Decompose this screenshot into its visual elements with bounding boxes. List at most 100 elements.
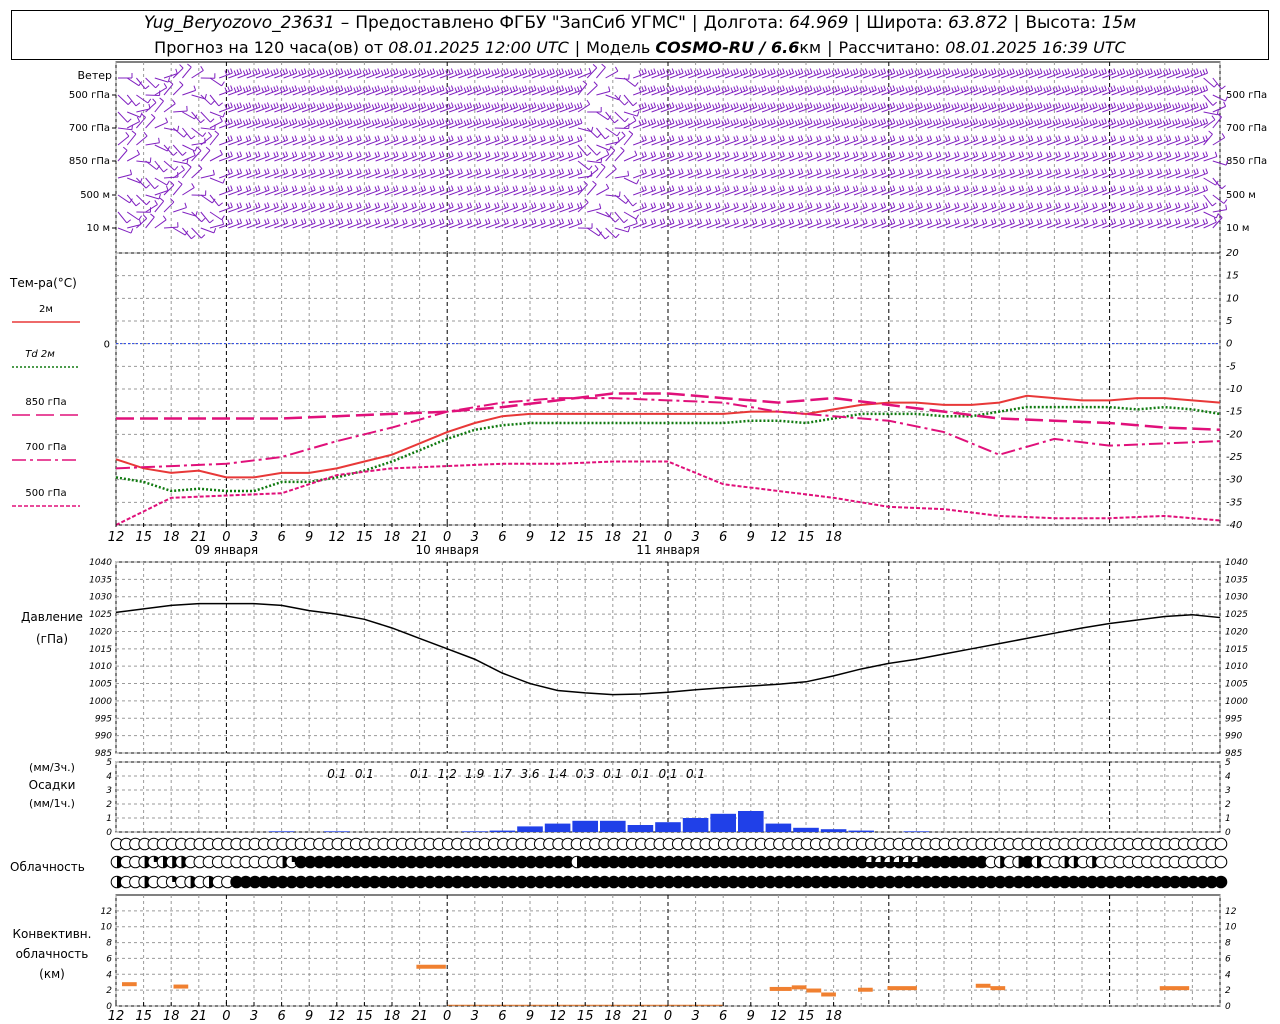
wind-barb-flag [346,203,350,209]
wind-barb-flag [693,104,697,110]
wind-barb [642,72,656,79]
wind-barb-flag [593,81,598,86]
wind-barb [467,222,481,229]
wind-barb-flag [294,151,298,157]
wind-barb-flag [500,87,504,93]
wind-barb-flag [230,85,233,91]
wind-barb-flag [368,85,371,91]
wind-barb [513,222,527,229]
wind-barb-flag [371,120,375,126]
wind-barb [1010,172,1024,179]
wind-barb [1203,194,1213,207]
wind-barb-flag [666,104,669,110]
wind-barb-flag [1064,119,1068,125]
wind-barb-flag [596,151,601,156]
wind-barb-flag [966,218,969,224]
wind-barb [909,189,923,196]
wind-barb [163,160,175,171]
wind-barb-flag [963,86,967,92]
wind-barb-flag [923,120,927,126]
wind-barb-flag [610,146,616,151]
wind-barb-flag [503,136,507,142]
wind-barb [651,206,665,213]
wind-barb-flag [1177,68,1181,74]
wind-barb [320,89,334,96]
wind-barb-flag [763,185,767,191]
wind-barb-flag [266,168,270,174]
wind-barb-flag [402,169,405,175]
wind-barb [228,89,242,96]
wind-barb-flag [947,202,951,208]
wind-barb-flag [1055,203,1059,209]
wind-barb [1065,155,1079,162]
cloud-symbol [671,875,685,889]
wind-barb-flag [1080,104,1083,110]
wind-barb-flag [699,135,703,141]
cloud-symbol [349,855,363,869]
wind-barb-flag [395,185,399,191]
cloud-symbol [763,875,777,889]
wind-barb-flag [1156,136,1160,142]
temp-ytick-label: -30 [1226,475,1242,486]
wind-barb-flag [788,169,792,175]
wind-barb-flag [466,152,470,158]
wind-barb [605,168,617,179]
wind-barb [890,172,905,179]
wind-barb-flag [395,202,399,208]
wind-barb-flag [276,185,279,191]
precip-title: Осадки [29,778,76,792]
cloud-circle [1214,837,1228,851]
wind-barb-flag [638,120,642,126]
wind-barb [679,139,693,146]
wind-barb-flag [944,86,948,92]
wind-barb-flag [788,119,792,125]
wind-barb-flag [920,68,923,74]
wind-barb [771,106,785,113]
wind-barb-flag [1221,85,1226,90]
wind-barb-flag [662,135,666,141]
cloud-symbol [736,875,749,889]
wind-barb [826,139,840,146]
wind-barb [347,172,362,179]
wind-barb-flag [690,202,693,208]
wind-barb-flag [1021,168,1025,174]
wind-barb-flag [482,104,485,110]
wind-barb [126,194,137,207]
wind-barb-flag [392,169,396,175]
wind-barb-flag [779,169,783,175]
wind-barb-flag [377,102,381,108]
wind-barb-flag [1009,119,1013,125]
wind-barb [780,222,794,229]
wind-barb-flag [171,99,176,104]
wind-barb [899,122,914,129]
wind-barb-flag [310,136,313,142]
wind-barb-flag [540,69,543,75]
wind-barb-flag [549,119,553,125]
wind-barb-flag [717,135,721,141]
wind-barb-flag [984,218,988,224]
wind-barb-flag [466,203,470,209]
wind-barb-flag [717,151,721,157]
wind-barb [219,222,233,229]
pressure-ytick-label: 1030 [89,593,112,603]
wind-barb-flag [1076,118,1080,124]
wind-barb [789,222,803,229]
wind-barb-flag [441,85,445,91]
wind-barb [384,72,399,79]
wind-barb [1139,122,1153,129]
wind-barb-flag [463,70,467,76]
wind-barb-flag [582,80,588,85]
wind-barb-flag [956,118,960,124]
wind-barb-flag [650,169,654,175]
wind-barb [918,222,932,229]
wind-barb-flag [831,104,835,110]
wind-barb-flag [1140,118,1144,124]
wind-barb-flag [414,85,417,91]
wind-barb-flag [1184,103,1187,109]
wind-barb-flag [714,69,718,75]
precip-bar [517,826,543,832]
wind-barb-flag [751,203,755,209]
wind-barb-flag [392,86,396,92]
wind-barb-flag [730,70,734,76]
wind-barb-flag [1159,151,1163,157]
